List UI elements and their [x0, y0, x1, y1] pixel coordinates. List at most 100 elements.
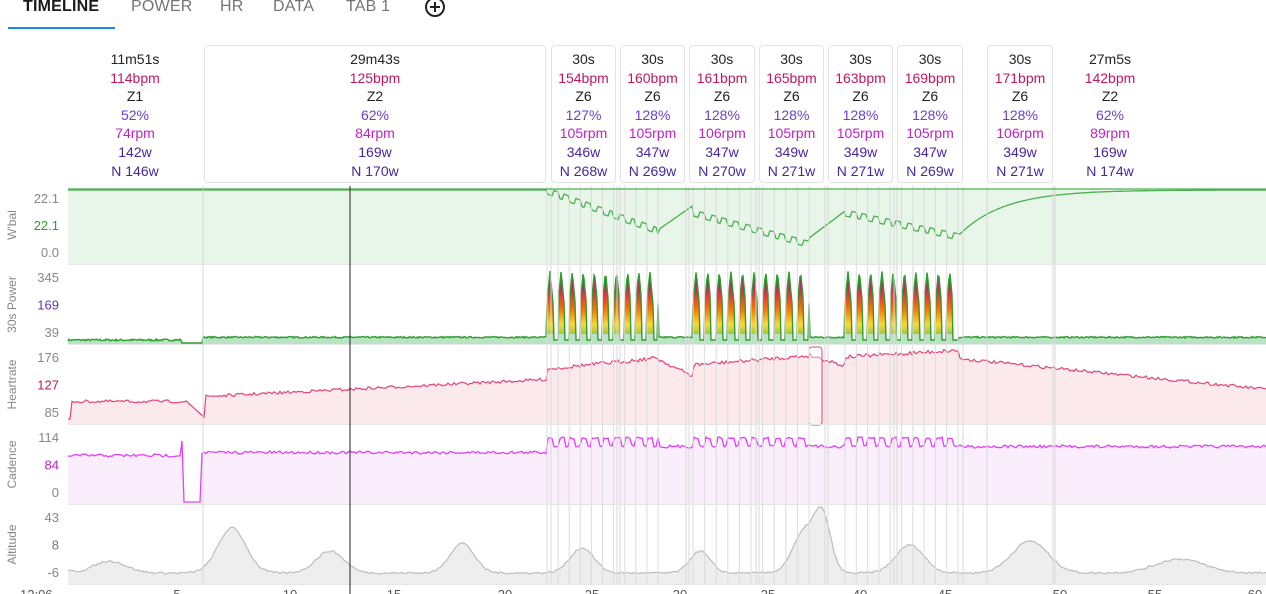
add-circle-icon[interactable]: [424, 0, 446, 18]
interval-power: 169w: [1093, 143, 1127, 160]
interval-np: N 269w: [906, 162, 954, 179]
heartrate-axis-title: Heartrate: [5, 359, 19, 409]
power-area: [68, 271, 1266, 344]
active-tab-indicator: [8, 27, 115, 29]
altitude-tick-label: -6: [47, 565, 59, 580]
heartrate-tick-label: 127: [37, 378, 59, 393]
interval-card[interactable]: 30s 163bpm Z6 128% 105rpm 349w N 271w: [828, 45, 893, 183]
interval-card[interactable]: 30s 161bpm Z6 128% 106rpm 347w N 270w: [689, 45, 755, 183]
interval-card[interactable]: 11m51s 114bpm Z1 52% 74rpm 142w N 146w: [68, 45, 202, 183]
x-axis-tick-label: 20: [498, 587, 512, 594]
interval-power: 347w: [913, 143, 947, 160]
interval-power: 349w: [843, 143, 878, 160]
tab-hr[interactable]: HR: [220, 0, 244, 15]
heartrate-tick-label: 176: [37, 350, 59, 365]
wbal-tick-label: 22.1: [34, 191, 59, 206]
interval-card[interactable]: 27m5s 142bpm Z2 62% 89rpm 169w N 174w: [1055, 45, 1165, 183]
tab-data[interactable]: DATA: [273, 0, 315, 15]
interval-np: N 271w: [767, 162, 816, 179]
interval-pct: 62%: [360, 106, 390, 123]
interval-np: N 146w: [111, 162, 159, 179]
x-axis-tick-label: 50: [1053, 587, 1067, 594]
interval-duration: 30s: [572, 51, 595, 67]
x-axis-tick-label: 35: [761, 587, 775, 594]
tab-power[interactable]: POWER: [131, 0, 193, 15]
interval-hr: 165bpm: [766, 69, 817, 86]
interval-cadence: 84rpm: [355, 125, 395, 142]
tab-timeline[interactable]: TIMELINE: [23, 0, 100, 15]
interval-cadence: 105rpm: [836, 125, 885, 142]
interval-power: 346w: [566, 143, 601, 160]
interval-cards: 11m51s 114bpm Z1 52% 74rpm 142w N 146w 29m43s 12…: [0, 44, 1266, 186]
timeline-chart[interactable]: W'bal 22.1 22.1 0.0 30s Power 345 169 39 Heartra…: [0, 186, 1266, 594]
interval-card[interactable]: 30s 169bpm Z6 128% 105rpm 347w N 269w: [897, 45, 963, 183]
cadence-line: [67, 435, 1266, 503]
interval-duration: 29m43s: [350, 51, 400, 67]
interval-card[interactable]: 30s 160bpm Z6 128% 105rpm 347w N 269w: [620, 45, 685, 183]
power-tick-label: 39: [45, 325, 59, 340]
interval-np: N 170w: [351, 162, 399, 179]
wbal-tick-label: 22.1: [34, 218, 59, 233]
power-line: [67, 270, 1266, 344]
interval-hr: 169bpm: [904, 69, 956, 86]
cadence-area: [68, 437, 1266, 504]
interval-duration: 30s: [780, 51, 803, 67]
interval-duration: 30s: [918, 51, 942, 67]
tab-tab-1[interactable]: TAB 1: [346, 0, 391, 15]
x-axis-start-label: 12:06: [20, 587, 53, 594]
interval-hr: 171bpm: [994, 69, 1046, 86]
wbal-area: [68, 190, 1266, 264]
interval-pct: 62%: [1095, 106, 1125, 123]
x-axis-tick-label: 25: [585, 587, 599, 594]
interval-hr: 114bpm: [110, 69, 160, 86]
interval-card[interactable]: 30s 154bpm Z6 127% 105rpm 346w N 268w: [551, 45, 616, 183]
altitude-tick-label: 43: [45, 510, 59, 525]
heartrate-tick-label: 85: [45, 405, 59, 420]
interval-duration: 30s: [641, 51, 664, 67]
interval-card[interactable]: 29m43s 125bpm Z2 62% 84rpm 169w N 170w: [204, 45, 546, 183]
interval-zone: Z2: [366, 88, 384, 105]
interval-cadence: 106rpm: [698, 125, 746, 142]
interval-np: N 271w: [996, 162, 1044, 179]
interval-cadence: 74rpm: [115, 125, 155, 142]
interval-pct: 127%: [565, 106, 602, 123]
altitude-tick-label: 8: [52, 538, 59, 553]
interval-zone: Z6: [921, 88, 939, 105]
interval-cadence: 89rpm: [1090, 125, 1130, 142]
interval-cadence: 105rpm: [906, 125, 954, 142]
heartrate-area: [68, 349, 1266, 424]
interval-power: 347w: [635, 143, 670, 160]
interval-pct: 128%: [842, 106, 879, 123]
interval-hr: 163bpm: [835, 69, 886, 86]
interval-duration: 27m5s: [1088, 51, 1132, 67]
interval-np: N 268w: [559, 162, 608, 179]
interval-np: N 269w: [628, 162, 677, 179]
interval-np: N 174w: [1086, 162, 1134, 179]
interval-zone: Z6: [783, 88, 800, 105]
interval-power: 349w: [774, 143, 809, 160]
cadence-tick-label: 84: [45, 458, 59, 473]
interval-duration: 30s: [710, 51, 734, 67]
wbal-axis-title: W'bal: [5, 210, 19, 240]
x-axis-tick-label: 45: [938, 587, 952, 594]
altitude-line: [67, 506, 1266, 575]
wbal-tick-label: 0.0: [41, 245, 59, 260]
interval-card[interactable]: 30s 171bpm Z6 128% 106rpm 349w N 271w: [987, 45, 1053, 183]
interval-cadence: 106rpm: [996, 125, 1044, 142]
interval-power: 169w: [358, 143, 392, 160]
interval-card[interactable]: 30s 165bpm Z6 128% 105rpm 349w N 271w: [759, 45, 824, 183]
cadence-tick-label: 0: [52, 485, 59, 500]
interval-power: 142w: [118, 143, 152, 160]
interval-cadence: 105rpm: [628, 125, 677, 142]
interval-power: 347w: [705, 143, 739, 160]
interval-pct: 128%: [773, 106, 810, 123]
heartrate-line: [68, 348, 1266, 420]
tab-bar: TIMELINE POWER HR DATA TAB 1: [0, 0, 1266, 32]
interval-zone: Z6: [644, 88, 661, 105]
interval-hr: 142bpm: [1084, 69, 1136, 86]
interval-hr: 154bpm: [558, 69, 609, 86]
interval-hr: 125bpm: [349, 69, 401, 86]
cadence-axis-title: Cadence: [5, 440, 19, 488]
interval-np: N 271w: [836, 162, 885, 179]
power-tick-label: 169: [37, 298, 59, 313]
